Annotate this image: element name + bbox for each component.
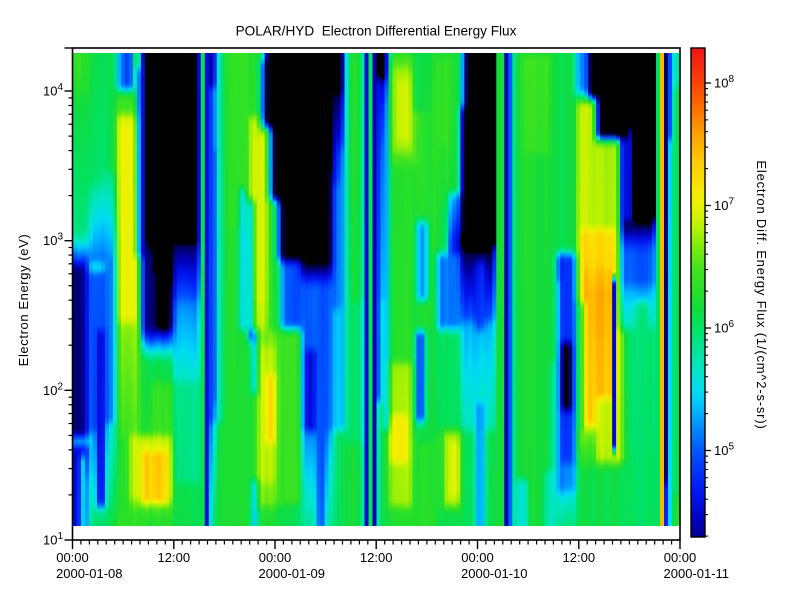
svg-text:2000-01-11: 2000-01-11 — [664, 566, 730, 581]
svg-text:00:00: 00:00 — [664, 550, 697, 565]
svg-text:12:00: 12:00 — [158, 550, 191, 565]
svg-text:108: 108 — [714, 74, 734, 91]
svg-text:00:00: 00:00 — [461, 550, 494, 565]
svg-text:105: 105 — [714, 442, 734, 459]
svg-text:POLAR/HYD Electron Differenti: POLAR/HYD Electron Differential Energy F… — [236, 24, 517, 39]
svg-text:00:00: 00:00 — [56, 550, 89, 565]
svg-text:104: 104 — [43, 82, 63, 99]
svg-text:12:00: 12:00 — [360, 550, 393, 565]
svg-text:102: 102 — [43, 381, 63, 398]
svg-text:107: 107 — [714, 197, 734, 214]
svg-text:Electron Energy (eV): Electron Energy (eV) — [16, 234, 31, 367]
svg-text:00:00: 00:00 — [259, 550, 292, 565]
svg-text:2000-01-10: 2000-01-10 — [461, 566, 528, 581]
svg-text:12:00: 12:00 — [563, 550, 596, 565]
svg-text:106: 106 — [714, 319, 734, 336]
svg-text:103: 103 — [43, 232, 63, 249]
svg-text:101: 101 — [43, 531, 63, 548]
svg-text:2000-01-09: 2000-01-09 — [259, 566, 326, 581]
svg-text:2000-01-08: 2000-01-08 — [56, 566, 123, 581]
svg-text:Electron Diff. Energy Flux (1/: Electron Diff. Energy Flux (1/(cm^2-s-sr… — [754, 160, 769, 429]
